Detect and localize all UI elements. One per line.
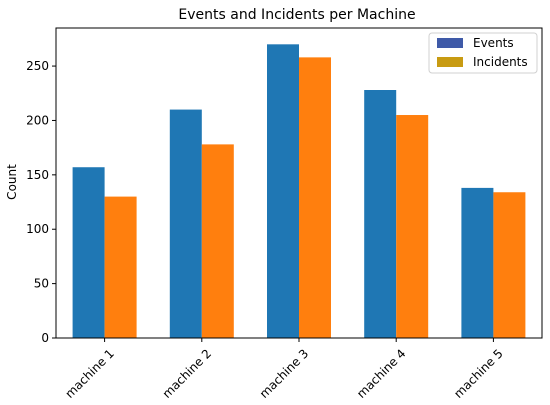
legend-swatch-incidents (437, 57, 463, 67)
y-tick-label: 100 (26, 222, 49, 236)
bar-incidents-4 (396, 115, 429, 338)
y-tick-label: 0 (41, 331, 49, 345)
chart-title: Events and Incidents per Machine (178, 7, 415, 23)
bar-events-3 (267, 44, 299, 338)
legend: Events Incidents (428, 32, 538, 74)
bar-events-4 (364, 90, 397, 338)
bar-incidents-1 (104, 196, 137, 338)
bar-incidents-5 (493, 192, 526, 338)
y-tick-label: 200 (26, 113, 49, 127)
y-tick-label: 150 (26, 168, 49, 182)
legend-label-incidents: Incidents (473, 55, 528, 69)
legend-swatch-events (437, 38, 463, 48)
bar-events-5 (461, 187, 494, 338)
y-axis-label: Count (5, 164, 19, 200)
y-tick-label: 50 (34, 277, 49, 291)
bar-incidents-2 (201, 144, 234, 338)
y-tick-label: 250 (26, 59, 49, 73)
bar-incidents-3 (299, 57, 331, 339)
legend-label-events: Events (473, 36, 514, 50)
bar-events-2 (169, 109, 202, 338)
bar-events-1 (72, 167, 105, 338)
